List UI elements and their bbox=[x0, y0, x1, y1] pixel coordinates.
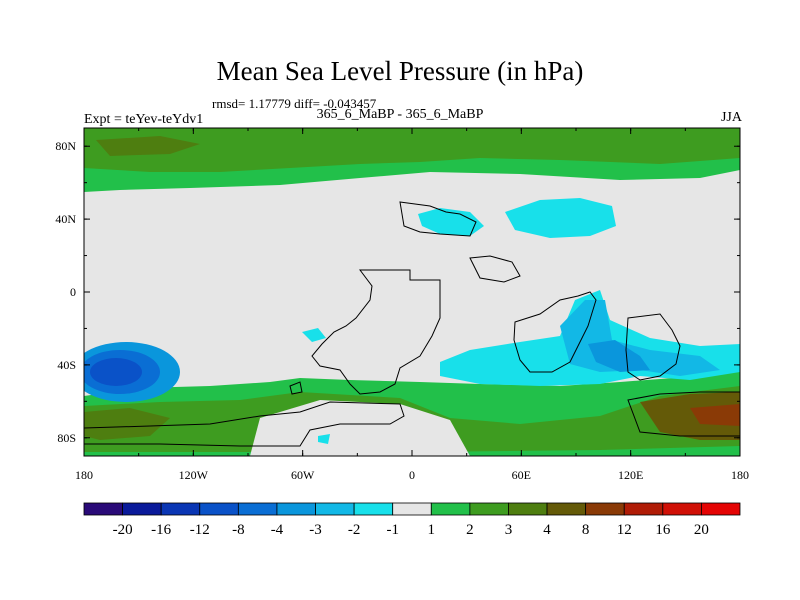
coastline-asia-fragment bbox=[469, 255, 521, 283]
chart-title: Mean Sea Level Pressure (in hPa) bbox=[216, 56, 584, 86]
antarctic-small-patch bbox=[318, 434, 330, 444]
colorbar-label: 20 bbox=[694, 522, 709, 538]
x-tick-label: 60E bbox=[512, 468, 531, 482]
colorbar-swatch bbox=[160, 502, 201, 516]
colorbar-label: 3 bbox=[505, 522, 513, 538]
antarctic-brown-west bbox=[84, 408, 170, 440]
colorbar-label: -4 bbox=[271, 522, 284, 538]
indian-ocean-low-deep bbox=[588, 340, 650, 372]
x-tick-label: 180 bbox=[75, 468, 93, 482]
y-tick-label: 40N bbox=[55, 212, 76, 226]
antarctic-dark-brown bbox=[690, 404, 740, 426]
colorbar-swatch bbox=[623, 502, 664, 516]
colorbar-swatch bbox=[83, 502, 123, 516]
x-tick-label: 0 bbox=[409, 468, 415, 482]
colorbar-label: -12 bbox=[190, 522, 210, 538]
colorbar-swatch bbox=[276, 502, 316, 516]
colorbar-swatch bbox=[508, 502, 548, 516]
colorbar-swatch bbox=[546, 502, 587, 516]
colorbar-label: 1 bbox=[428, 522, 436, 538]
colorbar-swatch bbox=[237, 502, 278, 516]
colorbar-swatch bbox=[392, 502, 432, 516]
x-axis: 180 120W 60W 0 60E 120E 180 bbox=[75, 128, 749, 482]
coastline-africa bbox=[513, 291, 597, 373]
colorbar-label: 8 bbox=[582, 522, 590, 538]
colorbar-label: 12 bbox=[617, 522, 632, 538]
antarctic-brown-east bbox=[640, 392, 740, 440]
colorbar-label: 16 bbox=[655, 522, 671, 538]
colorbar-swatch bbox=[199, 502, 239, 516]
colorbar: -20 -16 -12 -8 -4 -3 -2 -1 1 2 3 4 8 12 16 20 bbox=[83, 502, 741, 538]
colorbar-label: -8 bbox=[232, 522, 245, 538]
colorbar-swatch bbox=[701, 502, 741, 516]
y-tick-label: 80N bbox=[55, 139, 76, 153]
colorbar-swatch bbox=[469, 502, 509, 516]
y-tick-label: 0 bbox=[70, 285, 76, 299]
coastline-pacific-island bbox=[289, 381, 303, 395]
colorbar-label: -1 bbox=[386, 522, 399, 538]
y-tick-label: 40S bbox=[57, 358, 76, 372]
coastline-europe-fragment bbox=[399, 201, 477, 237]
colorbar-label: -16 bbox=[151, 522, 171, 538]
north-pacific-low bbox=[505, 198, 616, 238]
colorbar-swatch bbox=[585, 502, 625, 516]
season-label: JJA bbox=[720, 110, 742, 125]
colorbar-swatch bbox=[662, 502, 702, 516]
antarctic-neutral bbox=[250, 400, 470, 456]
colorbar-swatch bbox=[430, 502, 471, 516]
colorbar-label: -2 bbox=[348, 522, 361, 538]
colorbar-swatch bbox=[315, 502, 355, 516]
experiment-label: Expt = teYev-teYdv1 bbox=[84, 112, 204, 127]
north-atlantic-low bbox=[418, 208, 484, 236]
colorbar-label: -3 bbox=[309, 522, 322, 538]
coastline-south-america bbox=[311, 269, 441, 395]
coastlines bbox=[83, 201, 741, 447]
coastline-antarctica bbox=[83, 401, 405, 447]
coastline-australia bbox=[625, 313, 681, 381]
north-dark-patch-west bbox=[96, 136, 200, 156]
map-field bbox=[84, 128, 740, 456]
stats-label: rmsd= 1.17779 diff= -0.043457 bbox=[212, 96, 377, 111]
x-tick-label: 60W bbox=[291, 468, 315, 482]
x-tick-label: 120E bbox=[618, 468, 643, 482]
x-tick-label: 180 bbox=[731, 468, 749, 482]
x-tick-label: 120W bbox=[179, 468, 209, 482]
colorbar-swatch bbox=[353, 502, 394, 516]
y-tick-label: 80S bbox=[57, 431, 76, 445]
chart-subtitle: 365_6_MaBP - 365_6_MaBP bbox=[316, 107, 484, 122]
tropical-patch bbox=[302, 328, 326, 342]
colorbar-label: 2 bbox=[466, 522, 474, 538]
colorbar-swatch bbox=[122, 502, 162, 516]
north-dark-green-band bbox=[84, 128, 740, 172]
south-pacific-low-core bbox=[90, 358, 142, 386]
colorbar-label: 4 bbox=[543, 522, 551, 538]
colorbar-label: -20 bbox=[113, 522, 133, 538]
y-axis: 80N 40N 0 40S 80S bbox=[55, 139, 740, 445]
